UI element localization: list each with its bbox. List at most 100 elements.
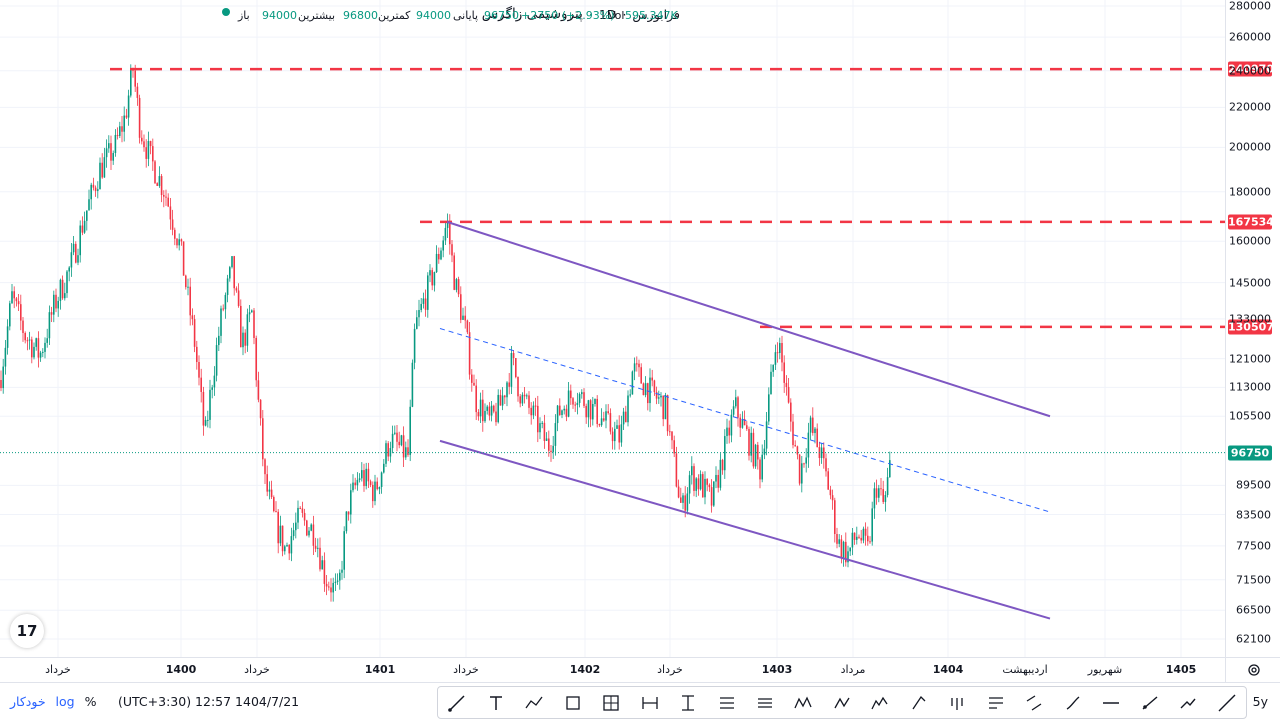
candle-body bbox=[420, 303, 422, 310]
long-position-tool-icon[interactable] bbox=[982, 689, 1010, 717]
candle-body bbox=[6, 326, 9, 348]
candle-body bbox=[215, 345, 218, 376]
candle-body bbox=[567, 390, 570, 417]
candle-body bbox=[266, 474, 268, 492]
candle-body bbox=[829, 489, 832, 496]
candle-body bbox=[464, 315, 466, 321]
date-range-tool-icon[interactable] bbox=[674, 689, 702, 717]
close-label: پایانی bbox=[453, 9, 479, 22]
chart-plot-area[interactable] bbox=[0, 0, 1225, 657]
candle-body bbox=[715, 474, 717, 482]
candle-body bbox=[323, 560, 326, 584]
candle-body bbox=[499, 394, 502, 406]
candle-body bbox=[735, 397, 737, 407]
exchange-label: فرابورس bbox=[632, 6, 680, 22]
log-scale-button[interactable]: log bbox=[55, 694, 75, 709]
candle-body bbox=[26, 340, 29, 342]
candle-body bbox=[224, 294, 227, 310]
candle-body bbox=[301, 508, 304, 513]
interval-label[interactable]: 1D bbox=[598, 6, 617, 22]
candle-body bbox=[488, 406, 491, 416]
info-line-tool-icon[interactable] bbox=[1174, 689, 1202, 717]
candle-body bbox=[776, 352, 779, 354]
price-tick-label: 89500 bbox=[1236, 478, 1271, 492]
abcd-pattern-tool-icon[interactable] bbox=[828, 689, 856, 717]
symbol-name[interactable]: پتروشیمی زاگرس bbox=[481, 6, 583, 22]
auto-scale-button[interactable]: خودکار bbox=[10, 694, 46, 709]
candle-body bbox=[501, 395, 504, 406]
price-tick-label: 133000 bbox=[1229, 312, 1271, 326]
candle-body bbox=[391, 433, 394, 449]
range-selector[interactable]: 5y bbox=[1252, 694, 1268, 709]
timezone-clock[interactable]: (UTC+3:30) 12:57 1404/7/21 bbox=[118, 694, 300, 709]
fib-retracement-tool-icon[interactable] bbox=[713, 689, 741, 717]
candle-body bbox=[105, 148, 108, 158]
path-tool-icon[interactable] bbox=[520, 689, 548, 717]
parallel-channel-tool-icon[interactable] bbox=[1020, 689, 1048, 717]
candle-body bbox=[605, 411, 607, 421]
candle-body bbox=[746, 425, 748, 429]
price-tick-label: 280000 bbox=[1229, 0, 1271, 13]
candle-body bbox=[752, 432, 755, 467]
pitchfork-tool-icon[interactable] bbox=[943, 689, 971, 717]
candle-body bbox=[66, 271, 68, 294]
candle-body bbox=[226, 278, 229, 295]
candle-body bbox=[836, 534, 838, 544]
percent-scale-button[interactable]: % bbox=[84, 694, 97, 709]
candle-body bbox=[402, 435, 405, 458]
candle-body bbox=[673, 440, 675, 454]
gann-box-tool-icon[interactable] bbox=[597, 689, 625, 717]
candle-body bbox=[462, 315, 464, 320]
high-value: 96800 bbox=[343, 9, 378, 22]
tradingview-logo[interactable]: 17 bbox=[10, 614, 44, 648]
candle-body bbox=[330, 587, 332, 593]
year-tick-label: 1405 bbox=[1165, 663, 1197, 676]
elliott-wave-tool-icon[interactable] bbox=[866, 689, 894, 717]
candle-body bbox=[204, 419, 207, 426]
price-tick-label: 145000 bbox=[1229, 276, 1271, 290]
candle-body bbox=[396, 432, 398, 442]
channel-mid-line bbox=[439, 328, 1051, 513]
candle-body bbox=[471, 374, 473, 383]
year-tick-label: 1401 bbox=[364, 663, 396, 676]
rectangle-tool-icon[interactable] bbox=[559, 689, 587, 717]
fib-channel-tool-icon[interactable] bbox=[751, 689, 779, 717]
candle-body bbox=[123, 115, 125, 132]
candle-body bbox=[160, 176, 163, 195]
ray-tool-icon[interactable] bbox=[1136, 689, 1164, 717]
time-axis[interactable]: خرداد 1400 خرداد 1401 خرداد 1402 خرداد 1403 مردا… bbox=[0, 657, 1225, 682]
candle-body bbox=[64, 293, 66, 299]
price-axis[interactable]: 240970 167534 130507 280000 260000 240000 2200… bbox=[1225, 0, 1280, 657]
low-value: 94000 bbox=[416, 9, 451, 22]
candle-body bbox=[11, 291, 13, 304]
arrow-marker-tool-icon[interactable] bbox=[905, 689, 933, 717]
candle-body bbox=[127, 95, 130, 118]
candle-body bbox=[317, 547, 319, 549]
brush-tool-icon[interactable] bbox=[1059, 689, 1087, 717]
price-range-tool-icon[interactable] bbox=[636, 689, 664, 717]
candle-body bbox=[20, 304, 22, 321]
candle-body bbox=[658, 397, 660, 399]
month-tick-label: اردیبهشت bbox=[1002, 663, 1048, 676]
candle-body bbox=[616, 425, 618, 429]
trend-line-tool-icon[interactable] bbox=[443, 689, 471, 717]
candle-body bbox=[427, 275, 429, 310]
candle-body bbox=[37, 338, 40, 358]
candle-body bbox=[218, 335, 220, 346]
candle-body bbox=[332, 582, 334, 593]
candle-body bbox=[607, 411, 609, 414]
candle-body bbox=[528, 395, 530, 408]
candle-body bbox=[292, 530, 295, 537]
price-chart[interactable] bbox=[0, 0, 1225, 657]
candle-body bbox=[376, 481, 378, 490]
candle-body bbox=[53, 294, 55, 315]
horizontal-line-tool-icon[interactable] bbox=[1097, 689, 1125, 717]
axis-settings-gear-icon[interactable] bbox=[1225, 657, 1280, 682]
xabcd-pattern-tool-icon[interactable] bbox=[789, 689, 817, 717]
extended-line-tool-icon[interactable] bbox=[1213, 689, 1241, 717]
candle-body bbox=[86, 210, 88, 221]
candle-body bbox=[50, 312, 53, 315]
candle-body bbox=[666, 395, 669, 432]
candle-body bbox=[460, 294, 462, 320]
text-tool-icon[interactable] bbox=[482, 689, 510, 717]
